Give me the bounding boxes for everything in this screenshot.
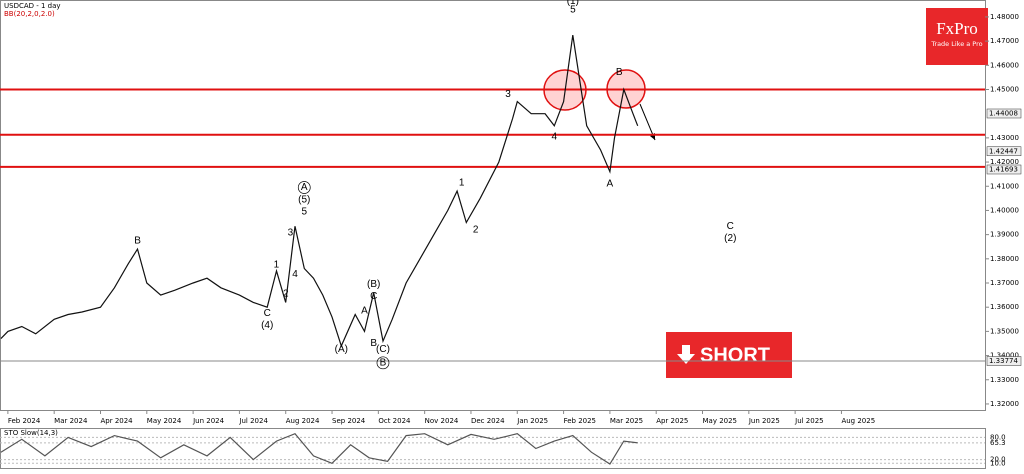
stoch-tick-label: 20.0: [990, 456, 1006, 464]
price-tag-box: [986, 108, 1022, 119]
stoch-tick-label: 10.0: [990, 459, 1006, 467]
x-tick-label: Jun 2025: [748, 417, 780, 425]
annotation-circle: [297, 181, 311, 194]
y-tick-label: 1.46000: [990, 61, 1019, 69]
x-tick-label: Mar 2024: [54, 417, 88, 425]
wave-label: (5): [298, 195, 310, 206]
x-tick-label: Apr 2025: [656, 417, 688, 425]
wave-label: 4: [292, 269, 298, 280]
x-tick-label: Jun 2024: [192, 417, 225, 425]
price-tag: 1.42447: [989, 147, 1018, 155]
y-tick-label: 1.33000: [990, 376, 1019, 384]
y-tick-label: 1.35000: [990, 327, 1019, 335]
wave-label: (C): [376, 344, 390, 355]
wave-label: (B): [367, 279, 380, 290]
stoch-frame: [0, 428, 986, 469]
wave-label: 1: [459, 177, 465, 188]
x-tick-label: Dec 2024: [471, 417, 505, 425]
y-tick-label: 1.32000: [990, 400, 1019, 408]
wave-label: 3: [288, 228, 294, 239]
series-line: [0, 432, 638, 465]
signal-text: SHORT: [700, 344, 770, 366]
indicator-label: BB(20,2,0,2.0): [4, 10, 55, 18]
y-tick-label: 1.45000: [990, 85, 1019, 93]
x-tick-label: Jan 2025: [516, 417, 548, 425]
wave-label: C: [370, 291, 377, 302]
wave-label: 3: [505, 89, 511, 100]
signal-badge: SHORT: [666, 332, 792, 378]
wave-label: 2: [283, 289, 289, 300]
x-tick-label: Aug 2025: [841, 417, 875, 425]
y-tick-label: 1.41000: [990, 182, 1019, 190]
wave-label: A: [301, 182, 308, 193]
x-tick-label: Nov 2024: [425, 417, 459, 425]
y-tick-label: 1.34000: [990, 352, 1019, 360]
price-tag: 1.44008: [989, 109, 1018, 117]
plot-frame: [0, 0, 986, 411]
y-tick-label: 1.47000: [990, 37, 1019, 45]
wave-label: (2): [724, 233, 736, 244]
wave-label: C: [727, 221, 734, 232]
logo-tagline: Trade Like a Pro: [930, 40, 982, 48]
wave-label: 5: [570, 4, 576, 15]
annotation-circle: [376, 356, 390, 370]
x-tick-label: Aug 2024: [286, 417, 320, 425]
x-tick-label: Apr 2024: [100, 417, 133, 425]
wave-label: (4): [261, 320, 273, 331]
wave-label: (A): [335, 344, 348, 355]
x-tick-label: May 2024: [147, 417, 182, 425]
wave-label: 4: [552, 131, 558, 142]
y-tick-label: 1.38000: [990, 255, 1019, 263]
series-line: [0, 35, 639, 348]
price-tag-box: [986, 164, 1022, 175]
wave-label: (1): [567, 0, 579, 7]
wave-label: B: [380, 357, 387, 368]
y-tick-label: 1.48000: [990, 13, 1019, 21]
stoch-tick-label: 80.0: [990, 433, 1006, 441]
x-tick-label: Sep 2024: [332, 417, 366, 425]
x-tick-label: Feb 2024: [8, 417, 41, 425]
y-tick-label: 1.37000: [990, 279, 1019, 287]
y-tick-label: 1.40000: [990, 206, 1019, 214]
x-tick-label: May 2025: [703, 417, 738, 425]
x-tick-label: Mar 2025: [610, 417, 643, 425]
wave-label: B: [134, 235, 141, 246]
price-tag-box: [986, 356, 1022, 366]
x-tick-label: Oct 2024: [378, 417, 411, 425]
price-tag: 1.41693: [989, 165, 1018, 173]
x-tick-label: Jul 2025: [794, 417, 824, 425]
wave-label: 2: [473, 224, 479, 235]
y-tick-label: 1.36000: [990, 303, 1019, 311]
logo: FxPro Trade Like a Pro: [926, 8, 988, 65]
stoch-tick-label: 65.3: [990, 439, 1006, 447]
stoch-title: STO Slow(14,3): [4, 429, 58, 437]
y-tick-label: 1.43000: [990, 134, 1019, 142]
down-arrow: [677, 345, 695, 364]
wave-label: C: [264, 308, 271, 319]
x-tick-label: Feb 2025: [564, 417, 596, 425]
chart-title: USDCAD - 1 day: [4, 2, 61, 10]
y-tick-label: 1.42000: [990, 158, 1019, 166]
wave-label: B: [370, 338, 377, 349]
wave-label: 1: [274, 260, 280, 271]
wave-label: 5: [301, 206, 307, 217]
wave-label: A: [361, 305, 368, 316]
x-tick-label: Jul 2024: [238, 417, 268, 425]
logo-name: FxPro: [936, 19, 978, 38]
wave-label: A: [607, 178, 614, 189]
price-tag-box: [986, 146, 1022, 157]
logo-box: [926, 8, 988, 65]
y-tick-label: 1.39000: [990, 231, 1019, 239]
price-tag: 1.33774: [989, 357, 1018, 365]
wave-label: B: [616, 67, 623, 78]
